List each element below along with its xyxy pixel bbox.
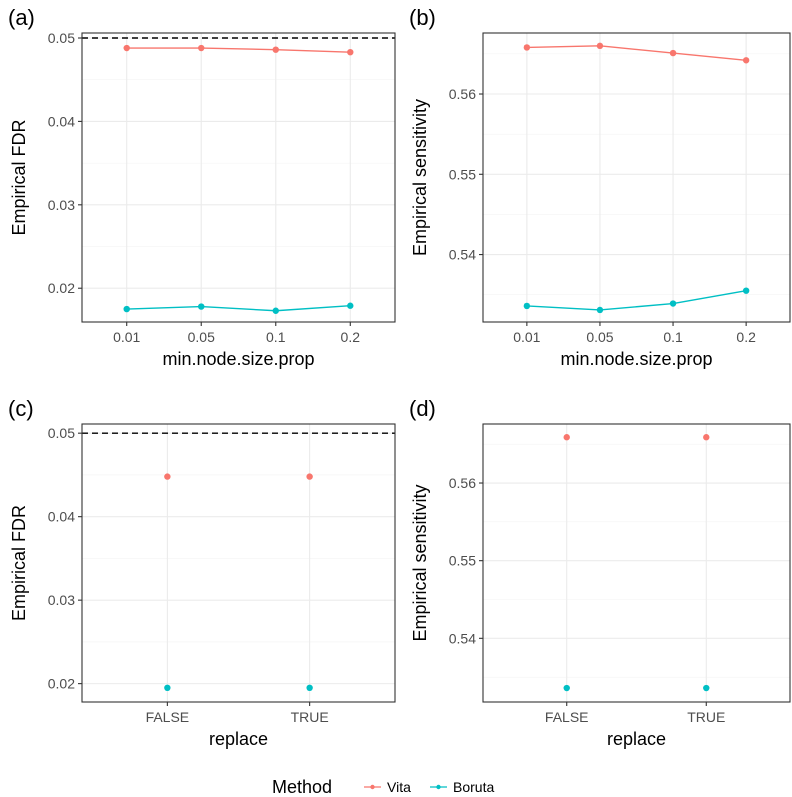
x-tick-label: 0.2	[736, 329, 756, 345]
x-tick-label: 0.2	[341, 329, 361, 345]
panel-c: 0.02 0.03 0.04 0.05 FALSE TRUE replace Empirica…	[8, 396, 396, 749]
y-tick-label: 0.03	[48, 592, 75, 608]
legend-key-boruta-point	[436, 784, 441, 790]
data-point-boruta	[596, 306, 604, 314]
data-point-boruta	[742, 287, 750, 294]
y-tick-label: 0.56	[449, 86, 476, 102]
data-point-vita	[198, 44, 205, 52]
panel-a: 0.02 0.03 0.04 0.05 0.01 0.05 0.1 0.2 min.node.s…	[8, 5, 396, 369]
series-vita	[164, 473, 313, 480]
data-point-boruta	[523, 302, 531, 310]
x-tick-label: 0.05	[586, 329, 613, 345]
panel-border	[81, 32, 396, 323]
x-tick-label: TRUE	[687, 709, 725, 725]
x-tick-label: 0.1	[663, 329, 683, 345]
data-point-vita	[703, 434, 710, 441]
panel-border	[81, 423, 396, 703]
y-tick-label: 0.03	[48, 197, 75, 213]
x-tick-label: 0.05	[188, 329, 215, 345]
x-tick-label: 0.1	[266, 329, 286, 345]
data-point-vita	[272, 46, 279, 53]
y-tick-label: 0.55	[449, 166, 476, 182]
series-line-boruta	[126, 305, 351, 312]
y-tick-label: 0.05	[48, 425, 75, 441]
x-tick-label: 0.01	[513, 329, 540, 345]
data-point-vita	[596, 42, 604, 50]
series-line-vita	[126, 47, 351, 53]
x-tick-label: FALSE	[545, 709, 589, 725]
panel-b: 0.54 0.55 0.56 0.01 0.05 0.1 0.2 min.node.size.…	[409, 5, 791, 369]
data-point-vita	[523, 44, 531, 51]
data-point-boruta	[563, 684, 570, 692]
data-point-boruta	[272, 307, 279, 314]
panel-background	[483, 424, 790, 702]
panel-background	[82, 424, 395, 702]
y-tick-label: 0.56	[449, 475, 476, 491]
data-point-vita	[742, 57, 750, 64]
x-tick-label: FALSE	[146, 709, 190, 725]
series-vita	[563, 434, 710, 441]
y-tick-label: 0.55	[449, 553, 476, 569]
data-point-boruta	[669, 300, 677, 307]
panel-background	[82, 33, 395, 322]
series-vita	[523, 42, 750, 64]
panel-tag: (a)	[8, 5, 35, 30]
panel-background	[483, 33, 790, 322]
panel-tag: (c)	[8, 396, 34, 421]
y-tick-label: 0.54	[449, 630, 476, 646]
data-point-vita	[123, 44, 130, 52]
panel-border	[482, 32, 791, 323]
x-axis-title: replace	[209, 729, 268, 749]
legend-label-boruta: Boruta	[453, 779, 494, 795]
x-tick-label: 0.01	[113, 329, 140, 345]
panel-d: 0.54 0.55 0.56 FALSE TRUE replace Empirical se…	[409, 396, 791, 749]
data-point-boruta	[703, 684, 710, 692]
data-point-vita	[306, 473, 313, 480]
x-axis-title: replace	[607, 729, 666, 749]
panel-border	[482, 423, 791, 703]
data-point-boruta	[347, 302, 354, 309]
panels: 0.02 0.03 0.04 0.05 0.01 0.05 0.1 0.2 min.node.s…	[8, 5, 791, 749]
series-boruta	[523, 287, 750, 314]
y-tick-label: 0.02	[48, 676, 75, 692]
data-point-boruta	[164, 684, 171, 692]
series-line-vita	[526, 45, 747, 61]
data-point-boruta	[123, 305, 130, 313]
x-axis-title: min.node.size.prop	[560, 349, 712, 369]
data-point-boruta	[198, 303, 205, 310]
data-point-vita	[164, 473, 171, 480]
series-line-boruta	[526, 290, 747, 311]
series-boruta	[164, 684, 313, 692]
panel-tag: (d)	[409, 396, 436, 421]
y-tick-label: 0.04	[48, 509, 75, 525]
y-tick-label: 0.04	[48, 113, 75, 129]
legend-title: Method	[272, 777, 332, 797]
y-axis-title: Empirical sensitivity	[410, 484, 430, 641]
y-tick-label: 0.05	[48, 30, 75, 46]
y-axis-title: Empirical FDR	[9, 119, 29, 235]
panel-tag: (b)	[409, 5, 436, 30]
y-axis-title: Empirical sensitivity	[410, 99, 430, 256]
data-point-vita	[347, 48, 354, 56]
data-point-vita	[563, 434, 570, 441]
x-tick-label: TRUE	[291, 709, 329, 725]
series-vita	[123, 44, 354, 56]
x-axis-title: min.node.size.prop	[162, 349, 314, 369]
legend: Method Vita Boruta	[272, 777, 494, 797]
legend-label-vita: Vita	[387, 779, 411, 795]
series-boruta	[123, 302, 354, 314]
y-tick-label: 0.02	[48, 280, 75, 296]
legend-key-vita-point	[370, 784, 375, 790]
y-axis-title: Empirical FDR	[9, 505, 29, 621]
series-boruta	[563, 684, 710, 692]
data-point-vita	[669, 49, 677, 57]
y-tick-label: 0.54	[449, 247, 476, 263]
data-point-boruta	[306, 684, 313, 692]
